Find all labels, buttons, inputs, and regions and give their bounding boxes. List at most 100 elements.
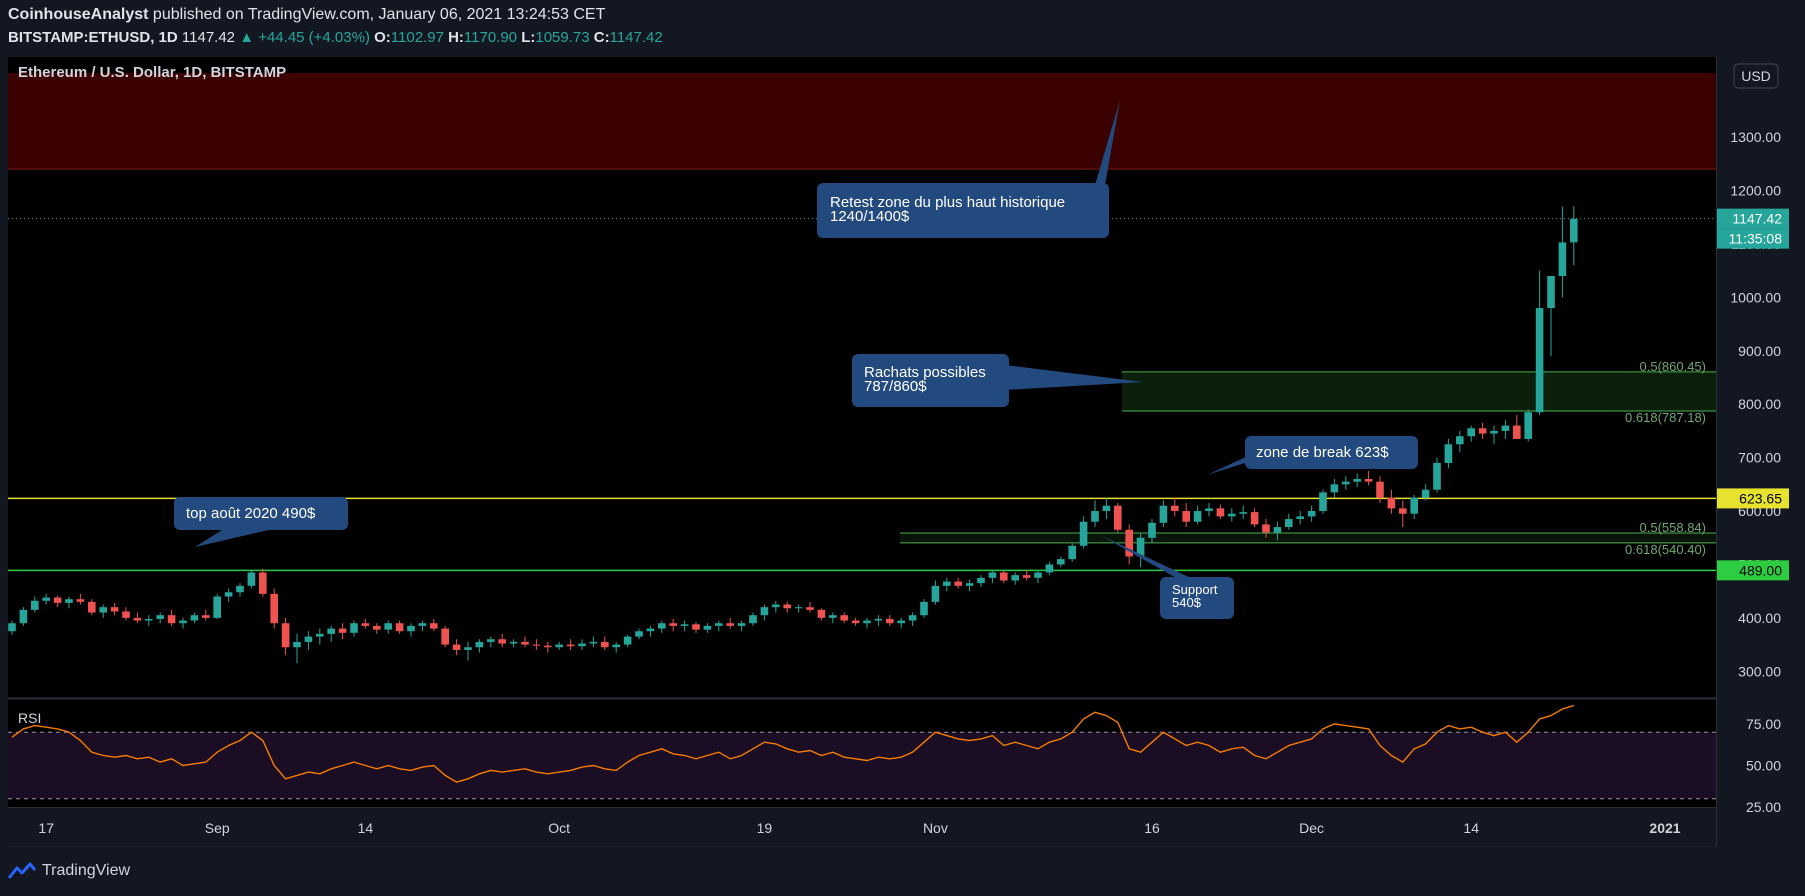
candle-body [1136,537,1145,557]
candle-body [1478,428,1487,434]
candle-body [487,639,495,642]
callout-text: Rachats possibles [864,364,986,381]
candle-body [122,611,130,618]
candle-body [202,615,210,618]
candle-body [19,609,28,624]
resistance-zone[interactable] [8,73,1716,170]
candle-body [1456,436,1464,445]
callout-text-2: 1240/1400$ [830,208,910,225]
fib-label: 0.618(540.40) [1625,542,1706,557]
resistance-zone-rect [8,73,1716,170]
candle-body [908,615,917,621]
high-label: H: [448,29,464,46]
price-chart[interactable]: 0.5(860.45) 0.618(787.18) 0.5(558.84) 0.618… [0,55,1805,847]
candle-body [133,617,142,621]
candle-body [840,615,848,621]
candle-body [167,615,176,624]
candle-body [464,647,472,650]
price-axis[interactable]: 300.00400.00500.00600.00700.00800.00900.… [1717,129,1789,679]
callout-box [1245,436,1418,469]
close-label: C: [593,29,610,46]
candle-body [566,644,575,647]
candle-body [1000,572,1008,581]
author-name[interactable]: CoinhouseAnalyst [8,6,149,23]
ohlc-bar: BITSTAMP:ETHUSD, 1D 1147.42 ▲ +44.45 (+4… [8,29,663,46]
currency-label: USD [1741,68,1771,84]
candle-body [350,623,358,633]
candlestick-series [8,206,1578,664]
candle-body [692,624,700,630]
candle-body [1296,516,1304,520]
price-change: ▲ +44.45 (+4.03%) [239,29,370,46]
callout-tail [1095,100,1120,185]
candle-body [53,597,62,603]
candle-body [224,592,233,597]
candle-body [213,596,221,618]
candle-body [1102,505,1111,512]
candle-body [1421,489,1430,498]
candle-body [88,601,96,613]
time-tick: Nov [923,820,948,836]
time-axis[interactable]: 17Sep14Oct19Nov16Dec14202118Feb15Mar [38,820,1805,836]
candle-body [1034,572,1042,578]
candle-body [521,641,529,645]
rsi-line [11,704,1575,783]
callout-text: zone de break 623$ [1256,444,1389,461]
candle-body [475,641,484,648]
candle-body [1193,511,1202,522]
candle-body [1250,512,1259,525]
candle-body [931,585,940,602]
candle-body [726,623,734,626]
candle-body [327,628,335,634]
high-value: 1170.90 [463,29,518,46]
callout-tail [195,525,290,547]
symbol-label[interactable]: BITSTAMP:ETHUSD, 1D [8,29,178,46]
price-tick: 300.00 [1738,663,1781,679]
candle-body [1342,481,1350,485]
candle-body [190,615,199,621]
publish-info: CoinhouseAnalyst published on TradingVie… [8,6,605,24]
candle-body [977,577,985,584]
candle-body [441,628,449,645]
candle-body [316,633,324,637]
candle-body [658,623,666,629]
candle-body [954,581,962,586]
candle-body [874,618,883,621]
candle-body [589,641,598,644]
candle-body [304,636,313,642]
callout-text-2: 787/860$ [864,378,927,395]
price-tick: 1000.00 [1730,289,1781,305]
candle-body [1114,505,1122,530]
last-price: 1147.42 [181,29,236,46]
candle-body [156,615,164,619]
candle-body [1239,512,1247,514]
callout-text: top août 2020 490$ [186,505,316,522]
candle-body [920,601,928,616]
countdown-badge [1717,228,1789,249]
price-tick: 700.00 [1738,450,1781,466]
candle-body [1387,497,1396,509]
tradingview-brand[interactable]: TradingView [8,862,130,880]
candle-body [76,599,85,602]
candle-body [1148,522,1156,538]
time-tick: 14 [1463,820,1479,836]
candle-body [270,593,278,624]
callout-tail [1005,365,1143,390]
tradingview-logo-icon [8,862,36,879]
candle-body [452,644,461,650]
time-tick: Sep [205,820,230,836]
price-tick: 1300.00 [1730,129,1781,145]
time-tick: Oct [548,820,570,836]
fib-label: 0.5(860.45) [1640,359,1707,374]
annotation-callouts[interactable]: Retest zone du plus haut historique1240/… [174,100,1418,619]
fib-label: 0.5(558.84) [1640,520,1707,535]
candle-body [1410,497,1418,514]
currency-button[interactable]: USD [1733,63,1779,89]
candle-body [1364,478,1373,482]
level-label: 623.65 [1739,490,1782,506]
fib-label: 0.618(787.18) [1625,410,1706,425]
candle-body [1490,430,1498,434]
fibonacci-zones[interactable]: 0.5(860.45) 0.618(787.18) 0.5(558.84) 0.618… [900,359,1716,557]
candle-body [1091,511,1099,522]
candle-body [555,644,563,648]
